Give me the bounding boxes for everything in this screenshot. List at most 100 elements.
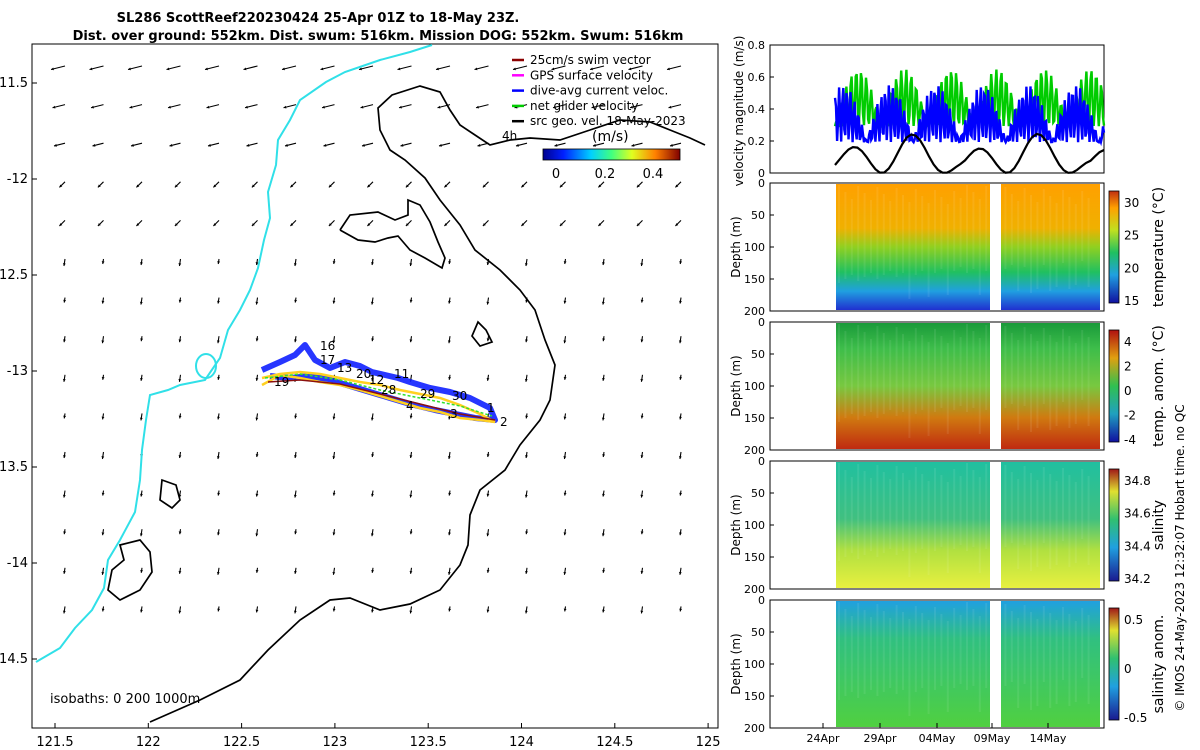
- arrow-head: [486, 533, 490, 537]
- arrow-head: [513, 67, 516, 71]
- texture-stripe: [1055, 481, 1058, 565]
- texture-stripe: [857, 325, 860, 420]
- depth-tick-label: 200: [744, 444, 765, 457]
- x-tick-label: 123: [322, 735, 347, 750]
- colorbar-tick-label: 4: [1124, 335, 1132, 349]
- arrow-head: [598, 223, 602, 226]
- arrow-head: [602, 338, 606, 342]
- vel-tick-label: 0.4: [748, 103, 766, 116]
- texture-stripe: [889, 201, 892, 271]
- texture-stripe: [1017, 618, 1020, 708]
- colorbar-label: salinity: [1151, 500, 1167, 550]
- arrow-head: [486, 609, 490, 613]
- arrow-head: [631, 143, 635, 147]
- colorbar-label: temp. anom. (°C): [1151, 325, 1167, 447]
- velocity-series-line: [833, 85, 1106, 147]
- colorbar-tick-label: 0: [1124, 384, 1132, 398]
- texture-stripe: [927, 342, 930, 436]
- arrow-head: [559, 223, 563, 226]
- isobath-contour-inner: [339, 198, 446, 270]
- texture-stripe: [1004, 326, 1007, 408]
- arrow-head: [521, 184, 525, 188]
- texture-stripe: [844, 470, 847, 557]
- map-y-axis: 11.5 -12 12.5 -13 13.5 -14 14.5: [0, 76, 37, 667]
- texture-stripe: [895, 466, 898, 555]
- texture-stripe: [838, 324, 840, 422]
- texture-stripe: [863, 332, 866, 416]
- colorbar-tick-label: -4: [1124, 433, 1136, 447]
- arrow-head: [602, 454, 606, 457]
- arrow-head: [332, 532, 336, 536]
- arrow-head: [322, 105, 325, 109]
- arrow-head: [678, 456, 682, 459]
- colorbar-tick-label: 34.6: [1124, 507, 1151, 521]
- section-block-2: [1001, 323, 1100, 449]
- arrow-head: [640, 531, 644, 535]
- arrow-head: [362, 143, 365, 147]
- depth-tick-label: 150: [744, 690, 765, 703]
- arrow-head: [602, 262, 605, 265]
- arrow-head: [63, 339, 66, 343]
- arrow-head: [62, 378, 66, 382]
- texture-stripe: [850, 616, 853, 692]
- velocity-series-line: [834, 132, 1105, 174]
- section-block-2: [1001, 601, 1100, 727]
- section-block-1: [836, 601, 990, 727]
- track-day-label: 2: [500, 415, 508, 429]
- x-tick-label: 121.5: [36, 735, 73, 750]
- arrow-head: [409, 455, 413, 458]
- arrow-head: [525, 455, 528, 458]
- arrow-head: [679, 376, 683, 380]
- arrow-head: [294, 455, 297, 458]
- arrow-head: [371, 569, 375, 573]
- arrow-head: [679, 608, 683, 612]
- coastline: [35, 44, 433, 663]
- isobath-small3: [107, 539, 153, 602]
- texture-stripe: [1036, 341, 1039, 428]
- arrow-head: [178, 610, 182, 614]
- arrow-head: [140, 609, 143, 613]
- arrow-head: [332, 261, 336, 264]
- y-tick-label: -13: [7, 364, 28, 379]
- arrow-head: [640, 378, 644, 382]
- texture-stripe: [1049, 474, 1052, 569]
- texture-stripe: [882, 472, 885, 553]
- arrow-head: [63, 455, 66, 458]
- arrow-head: [516, 143, 519, 147]
- track-day-label: 28: [381, 383, 396, 397]
- arrow-head: [370, 417, 374, 421]
- arrow-head: [255, 301, 259, 305]
- arrow-head: [409, 570, 413, 574]
- texture-stripe: [870, 617, 872, 690]
- arrow-head: [524, 610, 528, 614]
- arrow-head: [166, 67, 170, 71]
- texture-stripe: [1004, 465, 1007, 547]
- arrow-head: [62, 610, 66, 614]
- arrow-head: [328, 223, 332, 226]
- arrow-head: [640, 415, 644, 419]
- track-day-label: 29: [420, 387, 435, 401]
- arrow-head: [486, 262, 490, 265]
- arrow-head: [217, 261, 221, 264]
- arrow-head: [178, 339, 182, 343]
- arrow-head: [474, 67, 478, 71]
- arrow-head: [640, 299, 644, 303]
- arrow-head: [63, 531, 67, 535]
- arrow-head: [640, 339, 644, 343]
- arrow-head: [290, 184, 294, 188]
- arrow-head: [371, 262, 374, 265]
- arrow-head: [524, 494, 528, 498]
- isobath-small: [471, 320, 494, 347]
- texture-stripe: [934, 468, 936, 551]
- arrow-head: [217, 376, 221, 380]
- section-colorbar: [1108, 468, 1120, 582]
- time-tick-label: 29Apr: [863, 732, 897, 745]
- texture-stripe: [921, 613, 924, 688]
- texture-stripe: [978, 338, 981, 434]
- arrow-head: [437, 105, 441, 109]
- arrow-head: [139, 301, 143, 305]
- arrow-head: [62, 263, 66, 266]
- texture-stripe: [882, 333, 885, 414]
- arrow-head: [640, 610, 644, 614]
- colorbar-tick-label: 0: [1124, 662, 1132, 676]
